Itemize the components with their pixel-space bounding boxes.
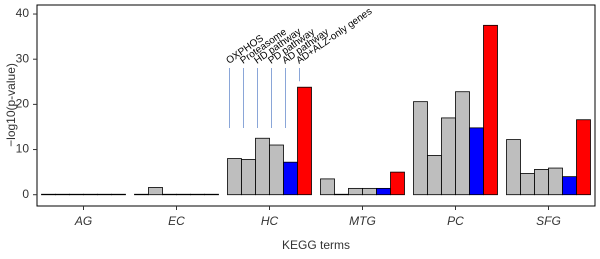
bar (269, 144, 284, 196)
bar (255, 137, 270, 196)
bar (483, 24, 498, 196)
bar (562, 176, 577, 196)
bar (548, 167, 563, 196)
bar (97, 193, 112, 196)
bar (441, 117, 456, 196)
bar (455, 91, 470, 196)
bar (134, 193, 149, 196)
bar (69, 193, 84, 196)
panel (36, 4, 596, 207)
bar (334, 193, 349, 196)
bar (190, 193, 205, 196)
bar (55, 193, 70, 196)
bar (576, 119, 591, 196)
bar (204, 193, 219, 196)
bar (362, 187, 377, 196)
bar (41, 193, 56, 196)
y-tick-label: 40 (16, 6, 30, 20)
bar (241, 159, 256, 196)
bar (520, 173, 535, 196)
bar (506, 139, 521, 196)
bar (348, 187, 363, 196)
bar (413, 101, 428, 196)
bar (376, 187, 391, 196)
x-axis-title: KEGG terms (282, 238, 350, 252)
bar (390, 171, 405, 196)
bar (227, 158, 242, 196)
y-axis-title: −log10(p-value) (4, 63, 18, 147)
bar (320, 178, 335, 196)
bar (297, 86, 312, 196)
bar (176, 193, 191, 196)
x-tick-label: SFG (536, 214, 561, 228)
y-tick-label: 20 (16, 97, 30, 111)
y-tick-label: 10 (16, 142, 30, 156)
bar (534, 169, 549, 196)
x-tick-label: MTG (349, 214, 376, 228)
bar (427, 155, 442, 196)
bar (469, 127, 484, 196)
bar (162, 193, 177, 196)
bar (283, 161, 298, 196)
x-tick-label: HC (261, 214, 279, 228)
y-tick-label: 0 (22, 187, 29, 201)
bar (111, 193, 126, 196)
bar (83, 193, 98, 196)
bar (148, 187, 163, 196)
y-tick-label: 30 (16, 51, 30, 65)
x-tick-label: PC (447, 214, 464, 228)
x-tick-label: AG (74, 214, 92, 228)
x-tick-label: EC (168, 214, 185, 228)
